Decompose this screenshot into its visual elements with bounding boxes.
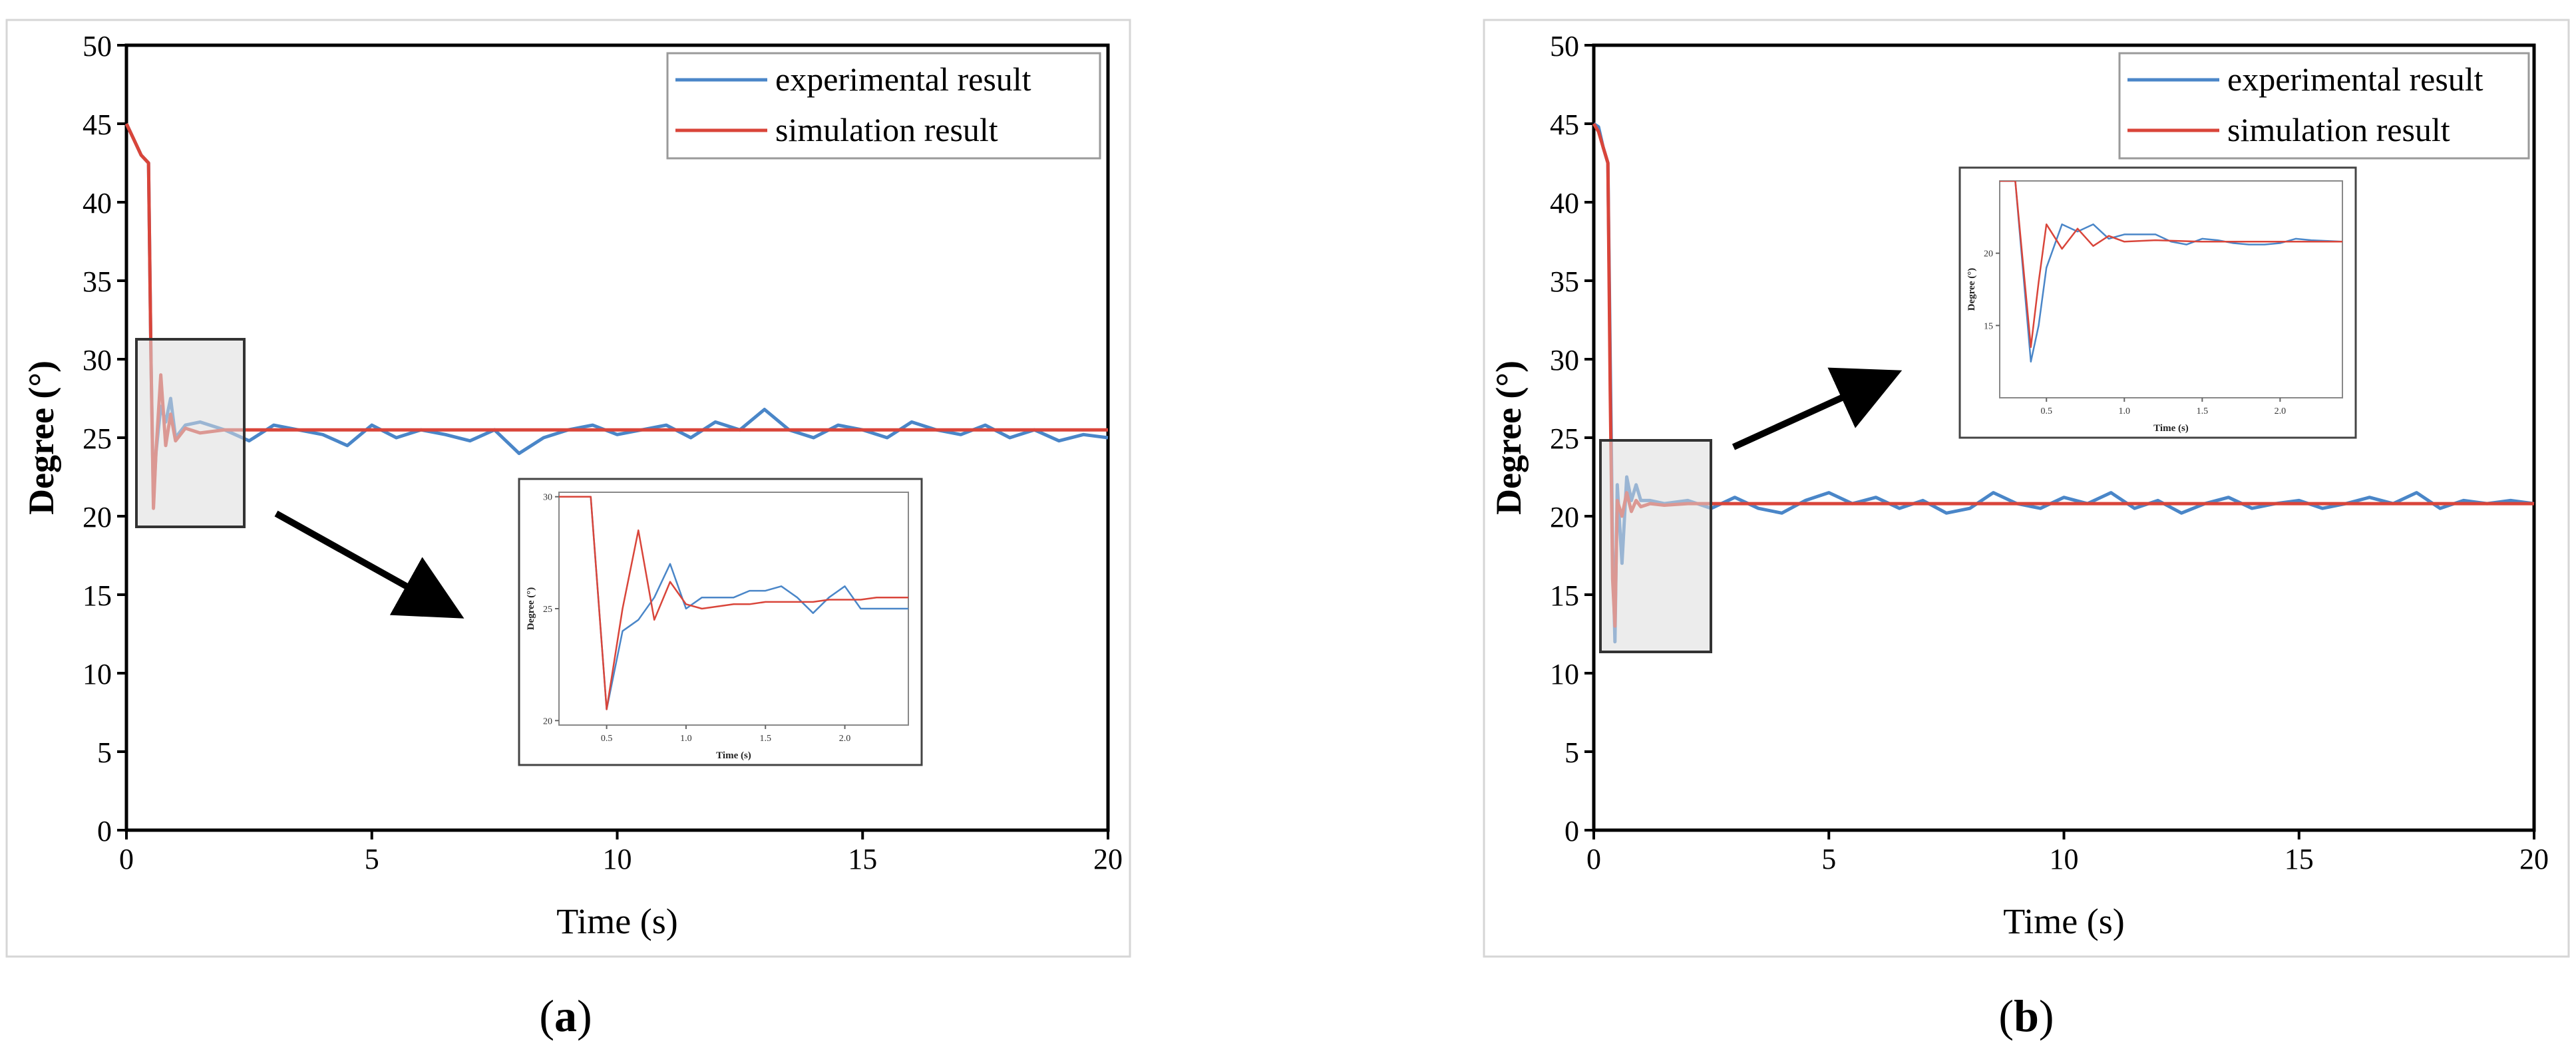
x-tick-label: 0: [1586, 843, 1601, 875]
y-tick-label: 5: [97, 736, 112, 769]
inset-plot-b: 0.5 1.0 1.5 2.0 15 20 Time (s) Degree (°): [1958, 166, 2357, 439]
inset-plot-a: 0.5 1.0 1.5 2.0 20 25 30 Time (s) Degree (°): [518, 478, 923, 766]
y-tick-label: 25: [83, 422, 112, 455]
y-tick-label: 5: [1564, 736, 1579, 769]
y-tick-label: 35: [83, 265, 112, 298]
panel-a-frame: [5, 19, 1131, 958]
panel-label-b: (b): [1998, 990, 2054, 1041]
inset-x-tick-label: 0.5: [2040, 406, 2052, 416]
inset-y-axis-label: Degree (°): [1966, 268, 1977, 311]
zoom-box-b: [1599, 439, 1712, 653]
inset-x-tick-label: 1.5: [759, 734, 771, 744]
x-tick-label: 20: [1093, 843, 1123, 875]
x-tick-label: 15: [848, 843, 877, 875]
inset-plot-area: [1999, 180, 2343, 398]
y-tick-label: 15: [1550, 579, 1579, 612]
inset-frame: [518, 478, 923, 766]
x-tick-label: 5: [365, 843, 379, 875]
inset-y-tick-label: 20: [1984, 249, 1993, 259]
x-axis-label: Time (s): [2003, 901, 2125, 941]
x-axis-label: Time (s): [556, 901, 678, 941]
y-tick-label: 20: [1550, 501, 1579, 533]
y-tick-label: 50: [1550, 30, 1579, 63]
zoom-box-a: [135, 338, 246, 528]
inset-series-line-experimental: [2000, 181, 2342, 363]
y-tick-label: 45: [83, 108, 112, 141]
inset-x-tick-label: 1.0: [680, 734, 692, 744]
inset-series-line-simulation: [2000, 181, 2342, 349]
inset-x-axis-label: Time (s): [2153, 423, 2189, 434]
inset-y-tick-label: 30: [543, 493, 552, 503]
inset-x-tick-label: 0.5: [601, 734, 613, 744]
legend-label-experimental: experimental result: [2227, 61, 2484, 98]
legend-b: experimental result simulation result: [2118, 52, 2530, 160]
y-tick-label: 45: [1550, 108, 1579, 141]
series-line-experimental: [124, 122, 1109, 502]
x-tick-label: 10: [2050, 843, 2079, 875]
x-tick-label: 20: [2519, 843, 2549, 875]
y-tick-label: 35: [1550, 265, 1579, 298]
panel-b: 0 5 10 15 20 25 30 35 40 45 50 0 5 10 15 20 Time (s) Degr…: [1483, 19, 2570, 1041]
main-plot-b: 0 5 10 15 20 25 30 35 40 45 50 0 5 10 15 20 Time (s) Degr…: [1489, 30, 2549, 941]
inset-x-tick-label: 2.0: [839, 734, 851, 744]
inset-y-tick-label: 25: [543, 605, 552, 615]
zoom-arrow-a: [274, 510, 464, 619]
y-tick-label: 15: [83, 579, 112, 612]
inset-x-tick-label: 1.5: [2197, 406, 2209, 416]
y-tick-label: 10: [83, 658, 112, 690]
inset-x-axis-label: Time (s): [716, 750, 751, 761]
y-tick-label: 30: [83, 344, 112, 377]
inset-y-tick-label: 15: [1984, 321, 1993, 331]
y-tick-label: 50: [83, 30, 112, 63]
y-axis-label: Degree (°): [1489, 361, 1529, 515]
legend-box: [666, 52, 1101, 160]
zoom-arrow-b: [1732, 367, 1903, 450]
y-axis-label: Degree (°): [21, 361, 61, 515]
inset-series-line-experimental: [559, 496, 908, 710]
y-tick-label: 0: [97, 815, 112, 847]
series-line-simulation: [124, 122, 1108, 510]
inset-x-tick-label: 2.0: [2275, 406, 2287, 416]
y-tick-label: 40: [83, 187, 112, 220]
x-tick-label: 5: [1821, 843, 1836, 875]
inset-series-line-simulation: [559, 496, 908, 710]
y-tick-label: 0: [1564, 815, 1579, 847]
y-tick-label: 10: [1550, 658, 1579, 690]
inset-y-tick-label: 20: [543, 716, 552, 726]
inset-y-axis-label: Degree (°): [526, 587, 536, 630]
y-tick-label: 20: [83, 501, 112, 533]
panel-label-a: (a): [539, 990, 592, 1041]
y-tick-label: 30: [1550, 344, 1579, 377]
main-plot-a: 0 5 10 15 20 25 30 35 40 45 50 0 5 10 15 20 Time (s) Degr…: [21, 30, 1123, 941]
legend-a: experimental result simulation result: [666, 52, 1101, 160]
inset-x-tick-label: 1.0: [2119, 406, 2131, 416]
legend-label-simulation: simulation result: [2227, 111, 2450, 148]
legend-box: [2118, 52, 2530, 160]
legend-label-experimental: experimental result: [775, 61, 1031, 98]
y-tick-label: 25: [1550, 422, 1579, 455]
y-tick-label: 40: [1550, 187, 1579, 220]
legend-label-simulation: simulation result: [775, 111, 998, 148]
panel-b-frame: [1483, 19, 2570, 958]
x-tick-label: 0: [119, 843, 134, 875]
x-tick-label: 15: [2285, 843, 2314, 875]
x-tick-label: 10: [603, 843, 632, 875]
panel-a: 0 5 10 15 20 25 30 35 40 45 50 0 5 10 15 20 Time (s) Degr…: [5, 19, 1131, 1041]
